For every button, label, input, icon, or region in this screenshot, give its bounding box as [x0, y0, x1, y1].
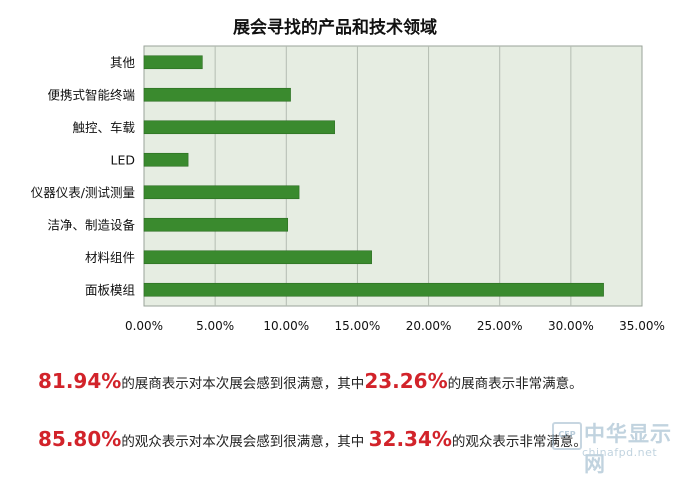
exhibitor-satisfied-text: 的展商表示对本次展会感到很满意，其中	[121, 376, 365, 392]
x-tick-labels: 0.00% 5.00% 10.00% 15.00% 20.00% 25.00% 30.00%…	[125, 319, 665, 333]
bar	[143, 217, 289, 232]
bar	[143, 87, 291, 102]
category-label: 洁净、制造设备	[47, 217, 135, 232]
x-tick-label: 15.00%	[335, 319, 381, 333]
bar	[143, 120, 335, 135]
bar	[143, 55, 203, 70]
category-label: LED	[111, 152, 136, 167]
bar	[143, 152, 189, 167]
x-tick-label: 0.00%	[125, 319, 163, 333]
plot-area	[143, 45, 643, 307]
bar	[143, 185, 300, 200]
x-tick-label: 10.00%	[263, 319, 309, 333]
visitor-very-satisfied-percent: 32.34%	[368, 427, 452, 451]
exhibitor-very-satisfied-text: 的展商表示非常满意。	[447, 376, 583, 392]
visitor-satisfaction-line: 85.80%的观众表示对本次展会感到很满意，其中 32.34%的观众表示非常满意…	[38, 427, 587, 451]
watermark-site-name: 中华显示网	[584, 422, 672, 476]
visitor-satisfied-text: 的观众表示对本次展会感到很满意，其中	[121, 434, 369, 450]
x-tick-label: 35.00%	[619, 319, 665, 333]
bars	[143, 55, 604, 297]
site-watermark: CFP 中华显示网 chinafpd.net	[552, 418, 672, 476]
x-tick-label: 20.00%	[406, 319, 452, 333]
category-label: 材料组件	[85, 250, 135, 265]
exhibitor-very-satisfied-percent: 23.26%	[364, 369, 448, 393]
x-tick-label: 5.00%	[196, 319, 234, 333]
category-label: 其他	[110, 55, 136, 70]
visitor-satisfied-percent: 85.80%	[38, 427, 122, 451]
x-tick-label: 25.00%	[477, 319, 523, 333]
category-label: 便携式智能终端	[47, 87, 135, 102]
exhibitor-satisfied-percent: 81.94%	[38, 369, 122, 393]
watermark-domain: chinafpd.net	[582, 446, 658, 459]
watermark-logo-icon: CFP	[552, 422, 582, 450]
exhibitor-satisfaction-line: 81.94%的展商表示对本次展会感到很满意，其中23.26%的展商表示非常满意。	[38, 369, 583, 393]
bar	[143, 250, 372, 265]
bar	[143, 282, 604, 297]
x-tick-label: 30.00%	[548, 319, 594, 333]
category-label: 仪器仪表/测试测量	[31, 185, 135, 200]
category-label: 触控、车载	[72, 120, 135, 135]
chart-title: 展会寻找的产品和技术领域	[233, 17, 437, 38]
category-label: 面板模组	[85, 282, 135, 297]
